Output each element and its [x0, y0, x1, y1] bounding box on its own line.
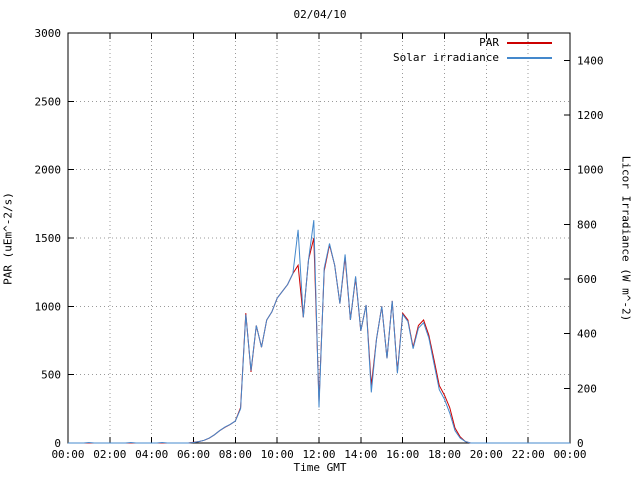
svg-text:500: 500 — [41, 369, 61, 382]
svg-text:20:00: 20:00 — [470, 448, 503, 461]
svg-text:06:00: 06:00 — [177, 448, 210, 461]
legend: PAR Solar irradiance — [393, 35, 552, 65]
tick-labels: 00:00 02:00 04:00 06:00 08:00 10:00 12:00 14:00… — [35, 27, 604, 461]
svg-text:1200: 1200 — [577, 109, 604, 122]
svg-text:1000: 1000 — [577, 164, 604, 177]
svg-text:2500: 2500 — [35, 95, 62, 108]
svg-text:800: 800 — [577, 218, 597, 231]
y-left-axis-label: PAR (uEm^-2/s) — [1, 192, 15, 285]
svg-text:1000: 1000 — [35, 300, 62, 313]
svg-text:400: 400 — [577, 328, 597, 341]
legend-par-line-sample — [507, 41, 552, 44]
svg-text:0: 0 — [577, 437, 584, 450]
tick-marks — [67, 32, 571, 444]
legend-entry-par: PAR — [393, 35, 552, 50]
svg-text:08:00: 08:00 — [219, 448, 252, 461]
svg-text:22:00: 22:00 — [512, 448, 545, 461]
svg-text:0: 0 — [54, 437, 61, 450]
grid — [67, 32, 571, 444]
chart-title: 02/04/10 — [293, 8, 347, 21]
svg-text:04:00: 04:00 — [135, 448, 168, 461]
svg-text:1500: 1500 — [35, 232, 62, 245]
svg-text:200: 200 — [577, 382, 597, 395]
svg-text:14:00: 14:00 — [344, 448, 377, 461]
svg-text:12:00: 12:00 — [302, 448, 335, 461]
svg-text:00:00: 00:00 — [553, 448, 586, 461]
legend-solar-label: Solar irradiance — [393, 51, 499, 64]
legend-par-label: PAR — [479, 36, 499, 49]
legend-solar-line-sample — [507, 56, 552, 59]
svg-text:02:00: 02:00 — [93, 448, 126, 461]
svg-text:2000: 2000 — [35, 164, 62, 177]
x-axis-label: Time GMT — [293, 461, 347, 474]
series-line-solar — [68, 220, 570, 444]
series-line-par — [68, 237, 570, 444]
legend-entry-solar: Solar irradiance — [393, 50, 552, 65]
svg-text:600: 600 — [577, 273, 597, 286]
svg-text:16:00: 16:00 — [386, 448, 419, 461]
y-right-axis-label: Licor Irradiance (W m^-2) — [619, 155, 633, 322]
svg-text:3000: 3000 — [35, 27, 62, 40]
svg-text:00:00: 00:00 — [51, 448, 84, 461]
svg-text:1400: 1400 — [577, 54, 604, 67]
svg-text:10:00: 10:00 — [261, 448, 294, 461]
svg-text:18:00: 18:00 — [428, 448, 461, 461]
